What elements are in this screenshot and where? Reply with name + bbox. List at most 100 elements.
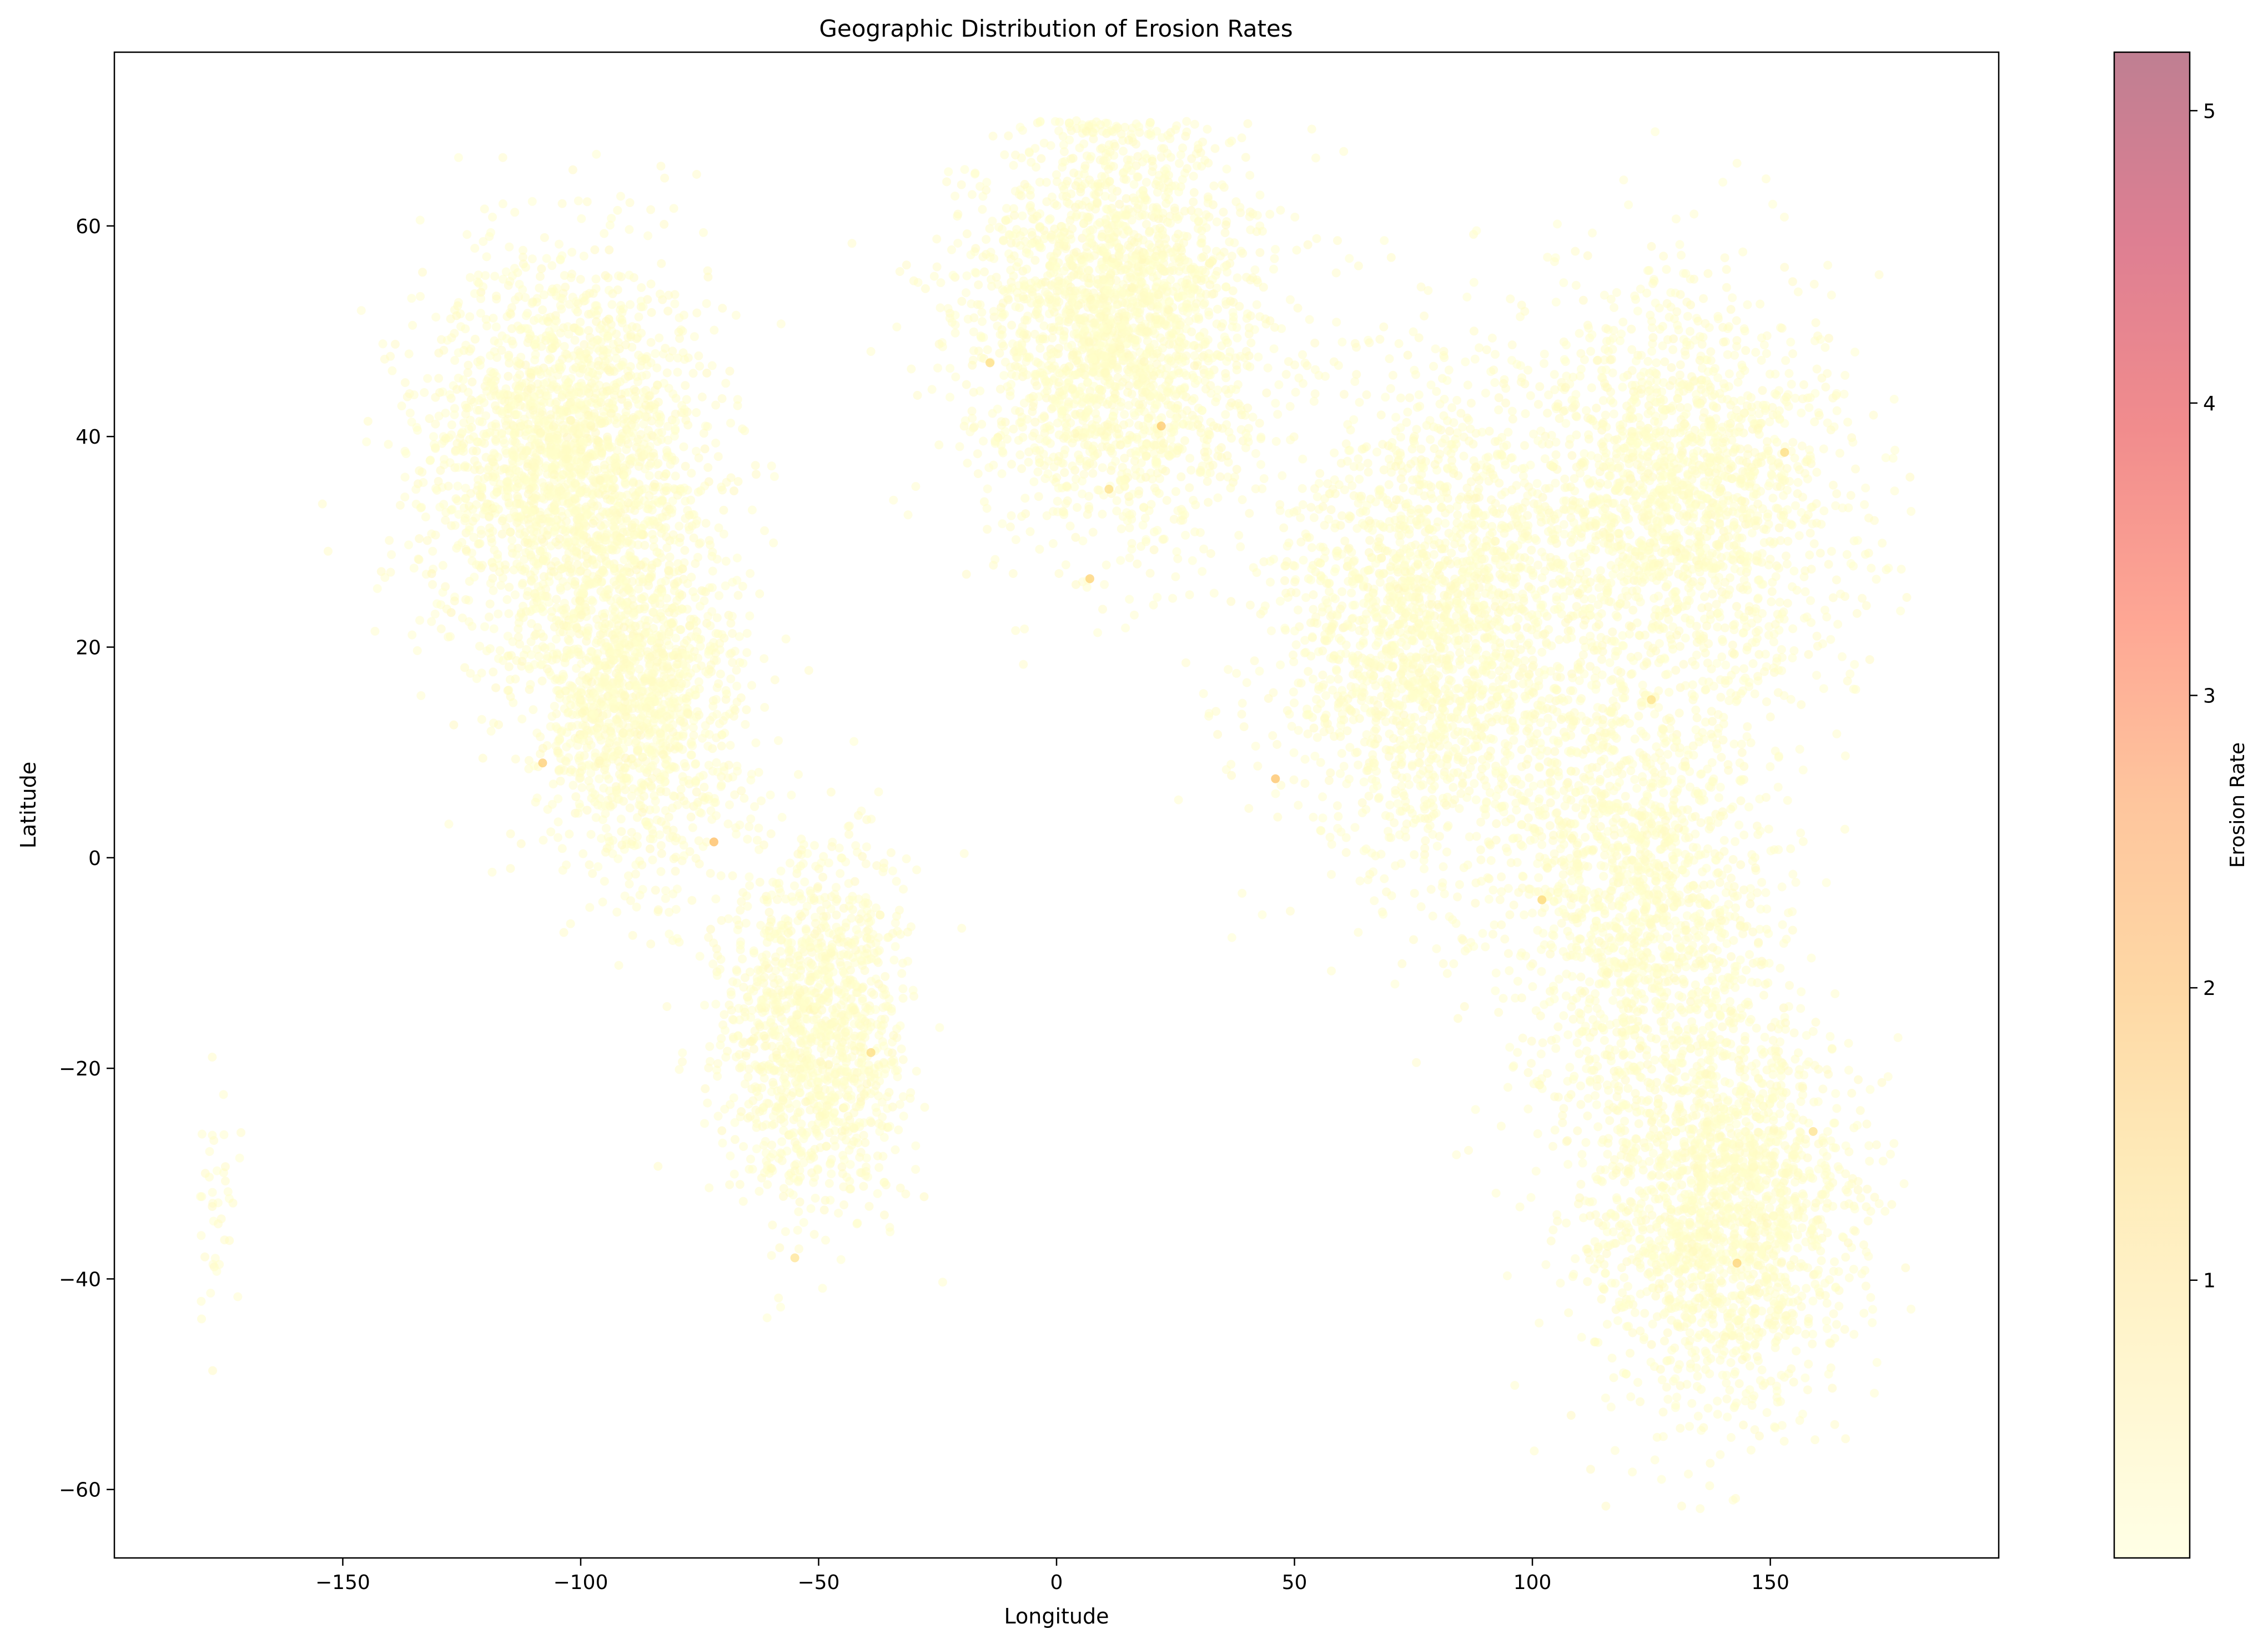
scatter-point [494,654,503,663]
scatter-point [640,781,649,790]
scatter-point [732,576,742,585]
scatter-point [809,1153,818,1162]
scatter-point [673,559,683,569]
scatter-point [557,199,567,208]
scatter-point [491,322,501,331]
scatter-point [566,416,576,425]
scatter-point [384,440,393,449]
scatter-point [543,805,552,814]
scatter-point [450,356,460,365]
scatter-point [808,1059,817,1069]
scatter-point [816,980,825,989]
scatter-point [777,1137,787,1147]
scatter-point [602,758,611,767]
scatter-point [726,419,735,428]
scatter-point [943,304,953,313]
scatter-point [556,727,566,737]
scatter-point [648,855,657,864]
scatter-point [749,946,758,956]
scatter-point [665,929,674,939]
scatter-point [438,587,447,597]
scatter-point [356,306,366,315]
scatter-point [491,683,500,692]
scatter-point [764,964,773,973]
scatter-point [738,954,747,964]
scatter-point [761,1120,771,1129]
scatter-point [798,1038,807,1048]
scatter-point [781,634,791,643]
scatter-point [639,419,648,429]
scatter-point [686,812,696,822]
scatter-point [561,487,570,497]
scatter-point [717,1126,727,1135]
scatter-point [896,1021,905,1030]
scatter-point [858,994,867,1003]
scatter-point [799,1134,808,1143]
scatter-point [557,355,567,364]
scatter-point [578,584,587,594]
scatter-point [858,852,867,861]
scatter-point [546,354,555,363]
scatter-point [585,333,595,342]
scatter-point [470,334,480,344]
scatter-point [582,569,592,578]
scatter-point [862,1079,872,1088]
scatter-point [517,715,527,723]
scatter-point [669,762,678,772]
scatter-point [761,1137,770,1146]
scatter-point [861,1162,871,1172]
scatter-point [661,806,670,815]
scatter-point [400,492,410,502]
scatter-point [891,1066,900,1075]
scatter-point [749,1034,758,1043]
scatter-point [657,259,666,268]
scatter-point [425,456,435,465]
scatter-point [824,858,833,868]
scatter-point [647,564,656,573]
scatter-point [747,681,756,690]
scatter-point [318,499,327,509]
scatter-point [444,632,453,642]
scatter-point [657,632,667,641]
scatter-point [906,1094,915,1103]
scatter-point [836,961,846,971]
scatter-point [534,652,544,661]
scatter-point [512,550,521,559]
scatter-point [670,737,680,746]
scatter-point [526,373,536,382]
scatter-point [612,354,621,363]
scatter-point [409,390,419,400]
scatter-point [510,208,520,217]
scatter-point [637,283,646,292]
scatter-point [569,467,579,477]
scatter-point [575,694,585,703]
scatter-point [596,637,606,647]
scatter-point [721,379,731,388]
scatter-point [663,664,672,673]
scatter-point [841,1102,850,1112]
scatter-point [652,547,662,557]
scatter-point [789,959,798,968]
scatter-point [467,378,477,386]
scatter-point [746,814,756,823]
scatter-point [795,889,804,898]
scatter-point [742,648,752,657]
scatter-point [555,676,564,685]
scatter-point [656,867,666,876]
scatter-point [678,732,688,741]
scatter-point [725,366,735,376]
scatter-point [873,947,882,956]
scatter-point [696,538,705,547]
scatter-point [776,947,785,956]
scatter-point [743,834,752,844]
scatter-point [708,566,717,576]
scatter-point [671,645,681,654]
scatter-point [571,792,581,801]
scatter-point [577,214,586,223]
scatter-point [416,691,426,700]
scatter-point [849,1006,859,1015]
scatter-point [527,605,537,614]
scatter-point [832,934,842,944]
scatter-point [874,1163,884,1172]
scatter-point [694,453,703,462]
